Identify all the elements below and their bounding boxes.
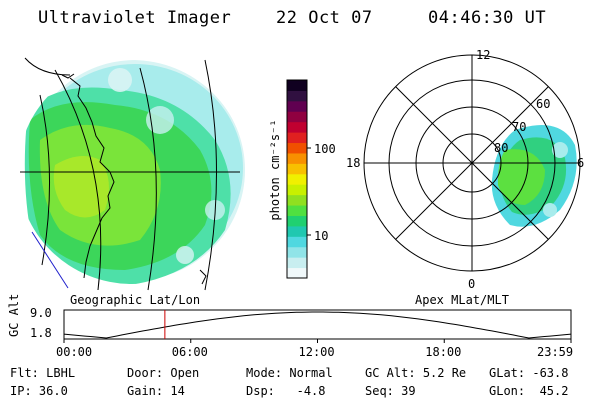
colorbar-border: [286, 79, 308, 279]
info-gain: Gain: 14: [127, 384, 185, 398]
mlt-label-18: 18: [346, 156, 361, 170]
info-glon: GLon: 45.2: [489, 384, 569, 398]
colorbar-tick-100: 100: [314, 142, 336, 156]
app-title: Ultraviolet Imager: [38, 8, 232, 28]
colorbar-segment: [287, 246, 307, 258]
colorbar-segment: [287, 152, 307, 164]
colorbar-segment: [287, 80, 307, 91]
colorbar-segment: [287, 100, 307, 112]
colorbar-segment: [287, 163, 307, 175]
colorbar-segment: [287, 173, 307, 185]
colorbar-segment: [287, 90, 307, 102]
timeline-xtick-label: 06:00: [171, 345, 208, 359]
info-dsp: Dsp: -4.8: [246, 384, 326, 398]
colorbar-segment: [287, 194, 307, 206]
info-glat: GLat: -63.8: [489, 366, 569, 380]
timeline-xtick-label: 12:00: [298, 345, 335, 359]
colorbar-unit-label: photon cm⁻²s⁻¹: [268, 119, 282, 221]
timeline-xtick-label: 23:59: [537, 345, 574, 359]
colorbar-segment: [287, 205, 307, 216]
colorbar-segment: [287, 267, 307, 279]
apex-caption: Apex MLat/MLT: [415, 293, 509, 307]
timeline-xtick-label: 18:00: [425, 345, 462, 359]
info-door: Door: Open: [127, 366, 200, 380]
geographic-caption: Geographic Lat/Lon: [70, 293, 201, 307]
info-flt: Flt: LBHL: [10, 366, 76, 380]
timeline-plot: [63, 309, 572, 343]
colorbar-segment: [287, 225, 307, 237]
lat-label-70: 70: [512, 120, 527, 134]
colorbar-segment: [287, 111, 307, 123]
colorbar-segment: [287, 184, 307, 196]
colorbar-segment: [287, 236, 307, 248]
date-label: 22 Oct 07: [276, 8, 373, 28]
geographic-image: [20, 57, 245, 291]
mlt-label-6: 6: [577, 156, 585, 170]
colorbar-segment: [287, 121, 307, 133]
colorbar-segment: [287, 132, 307, 144]
timeline-xtick-label: 00:00: [56, 345, 93, 359]
timeline-ylabel: GC Alt: [7, 293, 21, 337]
mlt-label-12: 12: [476, 48, 491, 62]
info-mode: Mode: Normal: [246, 366, 333, 380]
time-label: 04:46:30 UT: [428, 8, 547, 28]
info-ip: IP: 36.0: [10, 384, 68, 398]
timeline-ytick-low: 1.8: [30, 326, 52, 340]
colorbar-segment: [287, 257, 307, 269]
timeline-ytick-high: 9.0: [30, 306, 52, 320]
polar-plot: [363, 54, 581, 272]
lat-label-80: 80: [494, 141, 509, 155]
info-gc-alt: GC Alt: 5.2 Re: [365, 366, 467, 380]
colorbar-segment: [287, 215, 307, 227]
info-seq: Seq: 39: [365, 384, 416, 398]
mlt-label-0: 0: [468, 277, 476, 291]
colorbar: [286, 79, 311, 279]
colorbar-tick-10: 10: [314, 229, 329, 243]
lat-label-60: 60: [536, 97, 551, 111]
colorbar-segment: [287, 142, 307, 154]
